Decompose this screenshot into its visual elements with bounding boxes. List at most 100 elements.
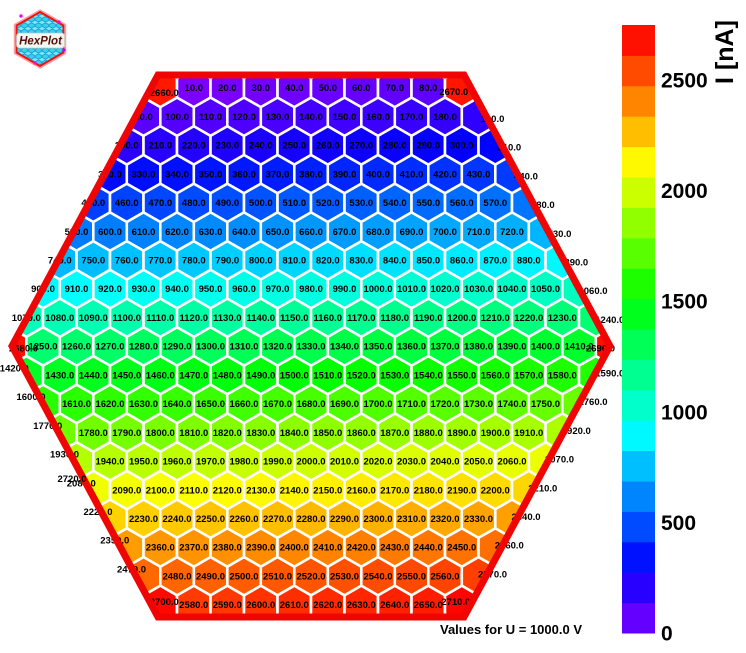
- colorbar-segment: [622, 116, 655, 148]
- colorbar-segment: [622, 481, 655, 512]
- cell-label: 2210.0: [528, 483, 557, 494]
- cell-label: 1560.0: [481, 370, 510, 381]
- logo-dot-purple: [62, 48, 66, 52]
- cell-label: 390.0: [333, 169, 357, 180]
- cell-label: 2040.0: [430, 457, 459, 468]
- cell-label: 550.0: [416, 198, 440, 209]
- cell-label: 1270.0: [95, 342, 124, 353]
- cell-label: 2010.0: [330, 457, 359, 468]
- cell-label: 330.0: [132, 169, 156, 180]
- cell-label: 2260.0: [229, 514, 258, 525]
- cell-label: 1240.0: [595, 315, 624, 326]
- cell-label: 1180.0: [381, 313, 410, 324]
- cell-label: 2310.0: [397, 514, 426, 525]
- cell-label: 2280.0: [296, 514, 325, 525]
- cell-label: 1250.0: [28, 342, 57, 353]
- cell-label: 1470.0: [179, 370, 208, 381]
- cell-label: 2190.0: [447, 485, 476, 496]
- cell-label: 770.0: [148, 256, 172, 267]
- colorbar-segment: [622, 511, 655, 543]
- cell-label: 20.0: [218, 83, 237, 94]
- cell-label: 1100.0: [113, 313, 142, 324]
- cell-label: 670.0: [333, 227, 357, 238]
- cell-label: 2690.0: [586, 344, 615, 355]
- cell-label: 1800.0: [146, 428, 175, 439]
- cell-label: 2100.0: [146, 485, 175, 496]
- cell-label: 1360.0: [397, 342, 426, 353]
- cell-label: 1860.0: [347, 428, 376, 439]
- colorbar-segment: [622, 329, 655, 360]
- cell-label: 2650.0: [414, 600, 443, 611]
- cell-label: 710.0: [467, 227, 491, 238]
- cell-label: 1750.0: [531, 399, 560, 410]
- cell-label: 130.0: [266, 112, 290, 123]
- cell-label: 2540.0: [363, 571, 392, 582]
- cell-label: 2180.0: [414, 485, 443, 496]
- cell-label: 2620.0: [313, 600, 342, 611]
- cell-label: 2160.0: [347, 485, 376, 496]
- cell-label: 470.0: [148, 198, 172, 209]
- cell-label: 180.0: [433, 112, 457, 123]
- cell-label: 2580.0: [179, 600, 208, 611]
- colorbar-segment: [622, 602, 655, 634]
- cell-label: 870.0: [483, 256, 507, 267]
- cell-label: 2440.0: [414, 543, 443, 554]
- cell-label: 1740.0: [497, 399, 526, 410]
- cell-label: 290.0: [416, 141, 440, 152]
- cell-label: 2070.0: [545, 455, 574, 466]
- cell-label: 1600.0: [16, 392, 45, 403]
- cell-label: 1310.0: [229, 342, 258, 353]
- cell-label: 460.0: [115, 198, 139, 209]
- cell-label: 580.0: [531, 200, 555, 211]
- cell-label: 1930.0: [50, 450, 79, 461]
- cell-label: 1700.0: [363, 399, 392, 410]
- cell-label: 2500.0: [229, 571, 258, 582]
- colorbar-segment: [622, 207, 655, 239]
- cell-label: 2560.0: [430, 571, 459, 582]
- cell-label: 100.0: [165, 112, 189, 123]
- cell-label: 2680.0: [9, 344, 38, 355]
- cell-label: 1320.0: [263, 342, 292, 353]
- hexagon-outline: [8, 71, 614, 621]
- cell-label: 380.0: [299, 169, 323, 180]
- cell-label: 950.0: [199, 284, 223, 295]
- cell-label: 1550.0: [447, 370, 476, 381]
- cell-label: 490.0: [215, 198, 239, 209]
- cell-label: 1850.0: [313, 428, 342, 439]
- cell-label: 190.0: [481, 114, 505, 125]
- cell-label: 1460.0: [146, 370, 175, 381]
- cell-label: 2080.0: [67, 478, 96, 489]
- cell-label: 650.0: [266, 227, 290, 238]
- cell-label: 120.0: [232, 112, 256, 123]
- colorbar-segment: [622, 541, 655, 573]
- colorbar-tick-label: 1000: [661, 401, 708, 424]
- cell-label: 1410.0: [564, 342, 593, 353]
- cell-label: 2060.0: [497, 457, 526, 468]
- cell-label: 2710.0: [441, 597, 470, 608]
- cell-label: 280.0: [383, 141, 407, 152]
- colorbar-tick-label: 2500: [661, 70, 708, 93]
- cell-label: 1720.0: [430, 399, 459, 410]
- cell-label: 640.0: [232, 227, 256, 238]
- cell-label: 850.0: [416, 256, 440, 267]
- cell-label: 680.0: [366, 227, 390, 238]
- logo-label: HexPlot: [19, 36, 63, 48]
- cell-label: 110.0: [199, 112, 222, 123]
- logo-dot-magenta: [19, 14, 23, 18]
- cell-label: 310.0: [497, 143, 521, 154]
- cell-label: 690.0: [400, 227, 424, 238]
- cell-label: 430.0: [467, 169, 491, 180]
- colorbar-segment: [622, 237, 655, 269]
- cell-label: 1010.0: [397, 284, 426, 295]
- cell-label: 1260.0: [62, 342, 91, 353]
- cell-label: 1430.0: [45, 370, 74, 381]
- colorbar-segment: [622, 55, 655, 87]
- colorbar-segment: [622, 25, 655, 56]
- cell-label: 1880.0: [414, 428, 443, 439]
- cell-label: 70.0: [386, 83, 405, 94]
- cell-label: 10.0: [185, 83, 204, 94]
- cell-label: 350.0: [199, 169, 223, 180]
- cell-label: 2120.0: [213, 485, 242, 496]
